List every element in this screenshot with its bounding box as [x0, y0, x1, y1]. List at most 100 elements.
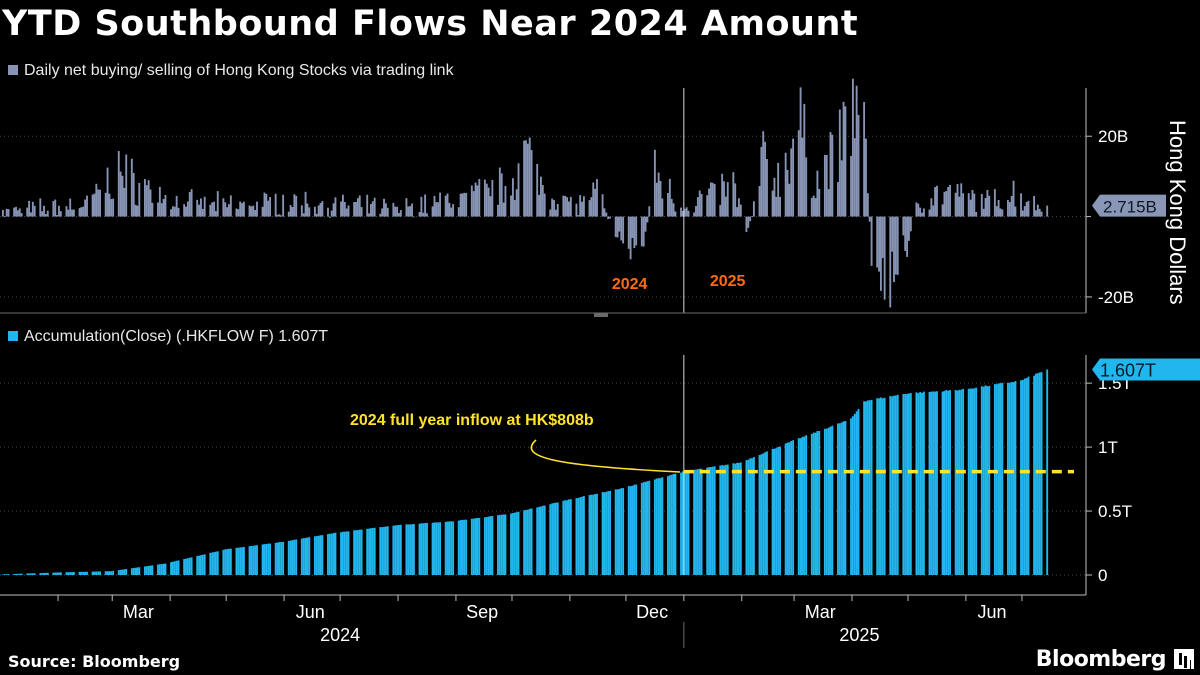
- accum-bar: [708, 467, 710, 575]
- accum-bar: [827, 427, 830, 575]
- accum-bar: [986, 386, 989, 575]
- accum-bar: [99, 571, 102, 575]
- daily-bar: [581, 201, 583, 217]
- daily-bar: [758, 186, 761, 217]
- accum-bar: [71, 572, 73, 575]
- daily-bar: [483, 179, 486, 217]
- daily-bar: [779, 196, 781, 217]
- daily-bar: [614, 216, 617, 237]
- daily-bar: [287, 211, 290, 217]
- accum-bar: [291, 540, 294, 575]
- daily-bar: [196, 199, 199, 217]
- daily-bar: [797, 130, 800, 217]
- daily-bar: [478, 179, 481, 217]
- daily-bar: [922, 208, 925, 217]
- accum-bar: [889, 395, 892, 575]
- accum-bar: [958, 389, 961, 575]
- daily-bar: [452, 204, 455, 217]
- accum-bar: [973, 388, 976, 575]
- accum-bar: [908, 393, 910, 575]
- daily-bar: [655, 182, 658, 217]
- daily-bar: [437, 202, 440, 217]
- daily-bar: [553, 200, 555, 217]
- daily-bar: [517, 163, 520, 217]
- daily-bar: [5, 208, 8, 217]
- accum-bar: [739, 462, 742, 575]
- daily-bar: [956, 183, 959, 217]
- daily-bar: [805, 157, 808, 217]
- daily-bar: [224, 202, 227, 217]
- accum-bar: [145, 566, 148, 575]
- accum-bar: [392, 525, 395, 575]
- accum-bar: [1033, 375, 1036, 575]
- accum-bar: [928, 391, 931, 575]
- daily-bar: [941, 204, 944, 217]
- accum-bar: [949, 390, 951, 575]
- daily-bar: [739, 204, 742, 217]
- accum-bar: [564, 500, 567, 575]
- daily-bar: [657, 172, 660, 217]
- daily-bar: [1008, 202, 1011, 217]
- accum-bar: [777, 447, 780, 575]
- accum-bar: [687, 470, 690, 575]
- daily-bar: [810, 197, 813, 217]
- daily-bar: [949, 184, 951, 217]
- daily-bar: [936, 185, 938, 217]
- accum-bar: [709, 467, 712, 575]
- daily-bar: [424, 194, 427, 217]
- daily-bar: [855, 85, 858, 217]
- accum-bar: [485, 517, 488, 575]
- accum-bar: [603, 492, 606, 575]
- accum-bar: [960, 389, 963, 575]
- accum-bar: [65, 572, 68, 575]
- daily-flows-panel: 20B -20B 2.715B Hong Kong Dollars 2024 2025: [0, 78, 1190, 317]
- daily-bar: [713, 184, 716, 217]
- daily-bar: [409, 206, 412, 217]
- daily-bar: [203, 196, 206, 217]
- accum-bar: [525, 509, 527, 575]
- daily-bar: [282, 194, 285, 217]
- accum-bar: [878, 398, 880, 575]
- daily-bar: [170, 209, 172, 217]
- accum-bar: [590, 494, 593, 575]
- accum-bar: [1046, 369, 1049, 575]
- daily-bar: [771, 190, 774, 217]
- daily-bar: [973, 193, 976, 217]
- daily-bar: [84, 199, 87, 217]
- accum-bar: [444, 521, 447, 575]
- accum-bar: [274, 542, 277, 575]
- daily-bar: [119, 171, 122, 217]
- accum-bar: [265, 544, 268, 575]
- accum-bar: [138, 567, 141, 575]
- daily-bar: [134, 204, 137, 217]
- accum-bar: [426, 522, 428, 575]
- daily-bar: [760, 146, 763, 217]
- accum-bar: [248, 546, 251, 575]
- daily-bar: [1035, 210, 1037, 217]
- daily-bar: [526, 143, 529, 217]
- daily-bar: [738, 198, 740, 217]
- accum-bar: [250, 545, 253, 575]
- accum-bar: [513, 512, 516, 575]
- daily-bar: [328, 216, 331, 218]
- accum-bar: [313, 536, 316, 575]
- accum-bar: [252, 545, 255, 575]
- daily-bar: [515, 189, 518, 217]
- accum-bar: [891, 396, 894, 575]
- daily-bar: [242, 201, 245, 217]
- accum-bar: [151, 565, 154, 575]
- accum-bar: [881, 398, 884, 575]
- daily-bar: [618, 216, 621, 232]
- accum-bar: [82, 571, 85, 575]
- accum-bar: [321, 535, 324, 575]
- accum-bar: [119, 569, 122, 575]
- daily-bar: [975, 211, 978, 217]
- daily-bar: [198, 204, 201, 217]
- daily-bar: [248, 205, 251, 217]
- daily-bar: [138, 182, 141, 217]
- daily-bar: [39, 198, 42, 217]
- daily-bar: [472, 191, 475, 217]
- daily-bar: [909, 216, 912, 232]
- daily-bar: [330, 210, 333, 217]
